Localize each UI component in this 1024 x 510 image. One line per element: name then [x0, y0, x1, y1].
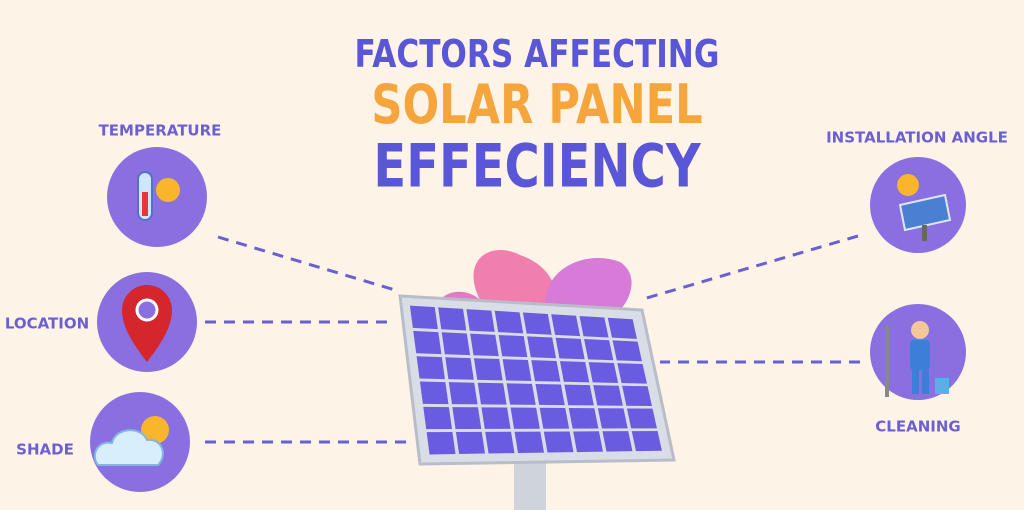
- panel-cell: [477, 382, 507, 405]
- panel-cell: [588, 362, 619, 383]
- cleaner-leg: [922, 370, 929, 394]
- panel-cell: [470, 333, 499, 357]
- panel-cell: [423, 406, 452, 430]
- panel-cell: [409, 305, 438, 330]
- cleaner-head: [911, 321, 929, 339]
- panel-cell: [527, 336, 557, 359]
- panel-cell: [612, 340, 642, 362]
- sun: [156, 178, 180, 202]
- panel-cell: [498, 334, 528, 358]
- connector: [217, 235, 396, 292]
- cleaner-body: [910, 340, 930, 370]
- panel-cell: [473, 358, 503, 381]
- factor-label: CLEANING: [875, 418, 960, 436]
- mini-panel: [898, 193, 952, 232]
- leaf: [545, 257, 632, 310]
- panel-cell: [510, 407, 540, 429]
- panel-cell: [573, 431, 603, 453]
- factor-label: INSTALLATION ANGLE: [826, 129, 1008, 147]
- sun: [897, 174, 919, 196]
- panel-cells: [409, 305, 662, 455]
- panel-cell: [559, 361, 590, 383]
- panel-cell: [481, 407, 511, 429]
- title-line: FACTORS AFFECTING: [355, 33, 720, 77]
- panel-cell: [438, 307, 467, 331]
- panel-stand: [514, 455, 546, 510]
- bucket: [935, 378, 949, 394]
- panel-cell: [543, 431, 574, 453]
- panel-cell: [579, 315, 609, 338]
- sun: [141, 416, 169, 444]
- panel-cell: [445, 357, 474, 380]
- factor-label: LOCATION: [5, 315, 89, 333]
- panel-cell: [555, 337, 585, 360]
- panel-cell: [568, 408, 599, 429]
- panel-cell: [452, 407, 482, 430]
- leaf: [473, 250, 557, 305]
- panel-cell: [485, 431, 515, 454]
- title-line: EFFECIENCY: [373, 132, 701, 202]
- panel-cell: [531, 360, 561, 382]
- panel-cell: [416, 356, 445, 380]
- panel-cell: [622, 385, 652, 406]
- panel-cell: [448, 382, 478, 405]
- panel-cell: [602, 431, 633, 452]
- location-pin: [122, 285, 172, 362]
- panel-cell: [539, 407, 570, 429]
- panel-cell: [607, 317, 637, 339]
- panel-cell: [522, 312, 552, 335]
- panel-cell: [502, 359, 532, 382]
- panel-cell: [419, 381, 449, 405]
- title-line: SOLAR PANEL: [371, 73, 702, 136]
- cleaner-leg: [912, 370, 919, 394]
- panel-cell: [535, 383, 565, 406]
- panel-cell: [584, 339, 614, 361]
- panel-cell: [564, 384, 594, 406]
- panel-cell: [426, 432, 456, 455]
- leaves: [440, 250, 632, 310]
- panel-cell: [413, 330, 442, 355]
- panel-cell: [455, 431, 486, 454]
- factor-label: SHADE: [16, 441, 74, 459]
- panel-cell: [494, 310, 524, 334]
- panel-cell: [551, 314, 581, 337]
- pin-hole: [135, 298, 159, 322]
- factor-label: TEMPERATURE: [99, 122, 222, 140]
- panel-cell: [514, 431, 544, 454]
- icon-circle: [107, 147, 207, 247]
- panel-cell: [466, 309, 495, 332]
- mini-stand: [922, 225, 927, 241]
- panel-cell: [506, 383, 536, 405]
- mop: [885, 325, 889, 397]
- panel-cell: [626, 408, 657, 429]
- thermometer-fill: [142, 192, 148, 216]
- cloud: [93, 429, 164, 466]
- panel-cell: [597, 408, 628, 429]
- panel-cell: [441, 332, 471, 356]
- panel-cell: [631, 431, 662, 452]
- panel-cell: [593, 385, 623, 406]
- panel-cell: [617, 363, 647, 384]
